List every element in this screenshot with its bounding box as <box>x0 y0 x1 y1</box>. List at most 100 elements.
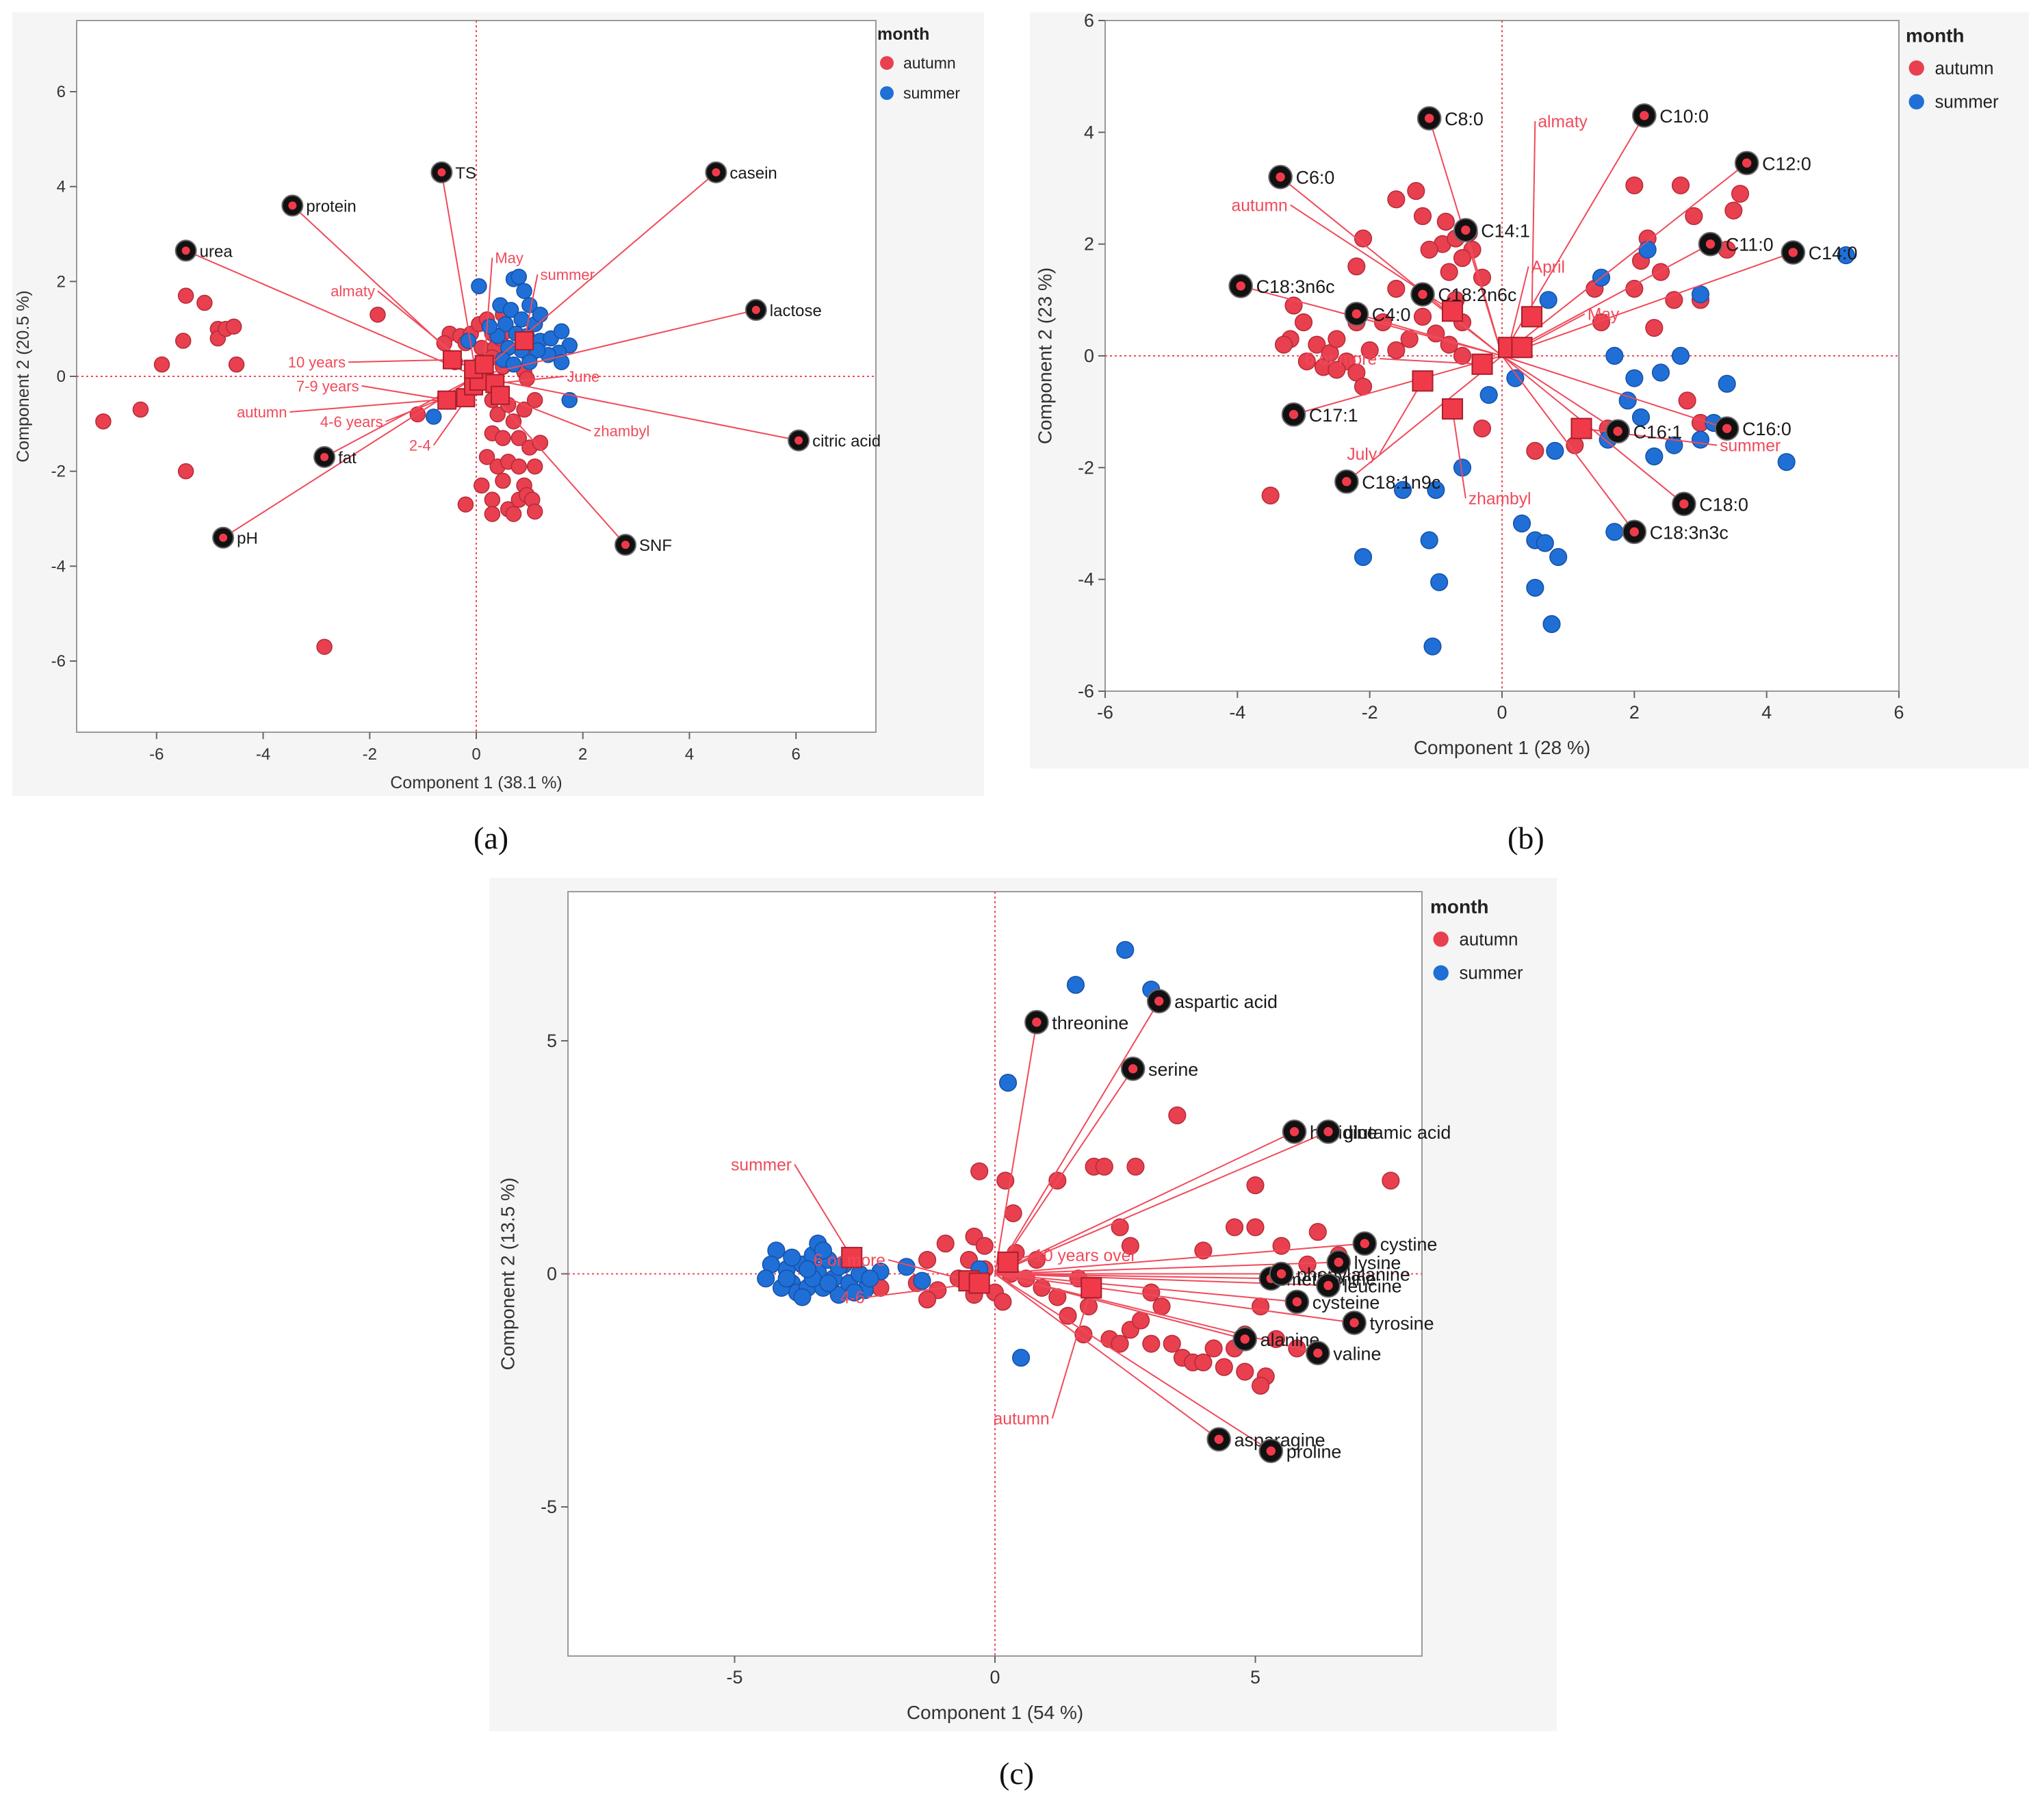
loading-marker-core <box>1342 477 1351 487</box>
data-point-autumn <box>918 1250 937 1269</box>
data-point-autumn <box>1246 1176 1265 1195</box>
loading-label: cysteine <box>1312 1292 1380 1313</box>
legend-label-autumn: autumn <box>1460 930 1518 949</box>
data-point-autumn <box>1079 1297 1098 1316</box>
loading-label: C16:0 <box>1742 419 1791 439</box>
data-point-autumn <box>1413 207 1432 225</box>
data-point-autumn <box>1436 212 1455 231</box>
y-tick-label: 2 <box>57 272 66 291</box>
loading-marker-core <box>1276 172 1285 182</box>
loading-label: TS <box>455 164 476 183</box>
data-point-autumn <box>1413 307 1432 326</box>
data-point-autumn <box>1387 279 1406 298</box>
factor-square <box>1441 300 1464 322</box>
loading-marker-core <box>1289 410 1299 419</box>
y-axis-label: Component 2 (13.5 %) <box>497 1178 519 1371</box>
data-point-autumn <box>526 503 543 520</box>
loading-marker-core <box>1679 499 1689 509</box>
data-point-autumn <box>1420 240 1438 259</box>
loading-label: glutamic acid <box>1343 1122 1451 1143</box>
legend-swatch-summer <box>1433 965 1449 981</box>
data-point-autumn <box>457 496 474 513</box>
data-point-summer <box>1420 531 1438 550</box>
data-point-autumn <box>1645 319 1664 337</box>
loading-marker-core <box>1334 1257 1343 1267</box>
data-point-autumn <box>1328 361 1346 379</box>
data-point-autumn <box>1453 346 1472 365</box>
data-point-summer <box>1837 246 1855 265</box>
data-point-autumn <box>177 463 194 480</box>
data-point-autumn <box>177 287 194 304</box>
data-point-summer <box>502 302 519 318</box>
data-point-summer <box>814 1241 832 1260</box>
data-point-autumn <box>526 391 543 409</box>
factor-label: autumn <box>237 404 287 421</box>
loading-marker-core <box>1032 1017 1042 1027</box>
loading-vector <box>994 1273 1297 1303</box>
loading-vector <box>994 1273 1271 1452</box>
data-point-summer <box>1066 976 1085 994</box>
loading-marker-core <box>1236 281 1245 291</box>
data-point-autumn <box>478 449 495 465</box>
legend-title: month <box>877 25 929 44</box>
x-tick-label: 6 <box>792 745 801 764</box>
factor-label: autumn <box>1232 196 1288 215</box>
data-point-autumn <box>228 356 245 373</box>
data-point-summer <box>510 268 528 285</box>
data-point-summer <box>757 1269 775 1288</box>
loading-marker-core <box>712 168 721 177</box>
y-tick-label: 0 <box>547 1263 557 1284</box>
factor-label: zhambyl <box>593 423 649 440</box>
legend-swatch-summer <box>880 86 894 100</box>
loading-vector <box>994 1243 1365 1275</box>
data-point-summer <box>481 318 498 335</box>
loading-vector <box>1293 355 1503 415</box>
data-point-autumn <box>95 413 112 430</box>
loading-label: fat <box>338 449 357 467</box>
x-tick-label: -2 <box>363 745 377 764</box>
factor-label: summer <box>731 1156 792 1174</box>
loading-marker-core <box>219 533 228 542</box>
data-point-autumn <box>474 477 490 494</box>
data-point-summer <box>553 354 570 370</box>
data-point-autumn <box>1671 176 1690 194</box>
data-point-autumn <box>153 356 170 373</box>
loading-marker-core <box>1128 1064 1138 1074</box>
loading-marker-core <box>1424 114 1434 123</box>
loading-label: C11:0 <box>1726 235 1774 255</box>
loading-marker-core <box>1154 996 1164 1006</box>
loading-marker-core <box>437 168 446 177</box>
loading-marker-core <box>1313 1348 1323 1358</box>
data-point-summer <box>1631 408 1651 426</box>
data-point-autumn <box>1453 249 1472 268</box>
data-point-summer <box>425 409 442 425</box>
loading-label: serine <box>1148 1059 1198 1080</box>
factor-label: 7-9 years <box>296 378 359 395</box>
data-point-summer <box>1393 480 1412 500</box>
data-point-autumn <box>1215 1358 1233 1376</box>
data-point-summer <box>819 1274 838 1293</box>
data-point-autumn <box>510 430 528 446</box>
loading-vector <box>1501 355 1727 430</box>
factor-label: 10 years over <box>1034 1247 1136 1265</box>
x-tick-label: -6 <box>149 745 164 764</box>
loading-label: C18:2n6c <box>1438 285 1516 305</box>
loading-vector <box>994 1273 1219 1440</box>
data-point-autumn <box>1126 1157 1145 1176</box>
data-point-autumn <box>1111 1218 1129 1237</box>
factor-square <box>1521 306 1543 328</box>
y-tick-label: -4 <box>1078 569 1094 590</box>
factor-label: summer <box>541 266 595 283</box>
factor-square <box>1471 353 1493 375</box>
data-point-autumn <box>1194 1353 1213 1371</box>
loading-vector <box>441 172 477 377</box>
data-point-summer <box>1011 1349 1031 1367</box>
loading-vector <box>1464 229 1503 357</box>
data-point-summer <box>1671 346 1690 365</box>
factor-label: May <box>495 250 523 267</box>
loading-marker-core <box>1705 239 1716 249</box>
data-point-summer <box>1506 369 1525 387</box>
loading-label: C14:0 <box>1809 243 1858 263</box>
factor-square <box>491 385 510 405</box>
